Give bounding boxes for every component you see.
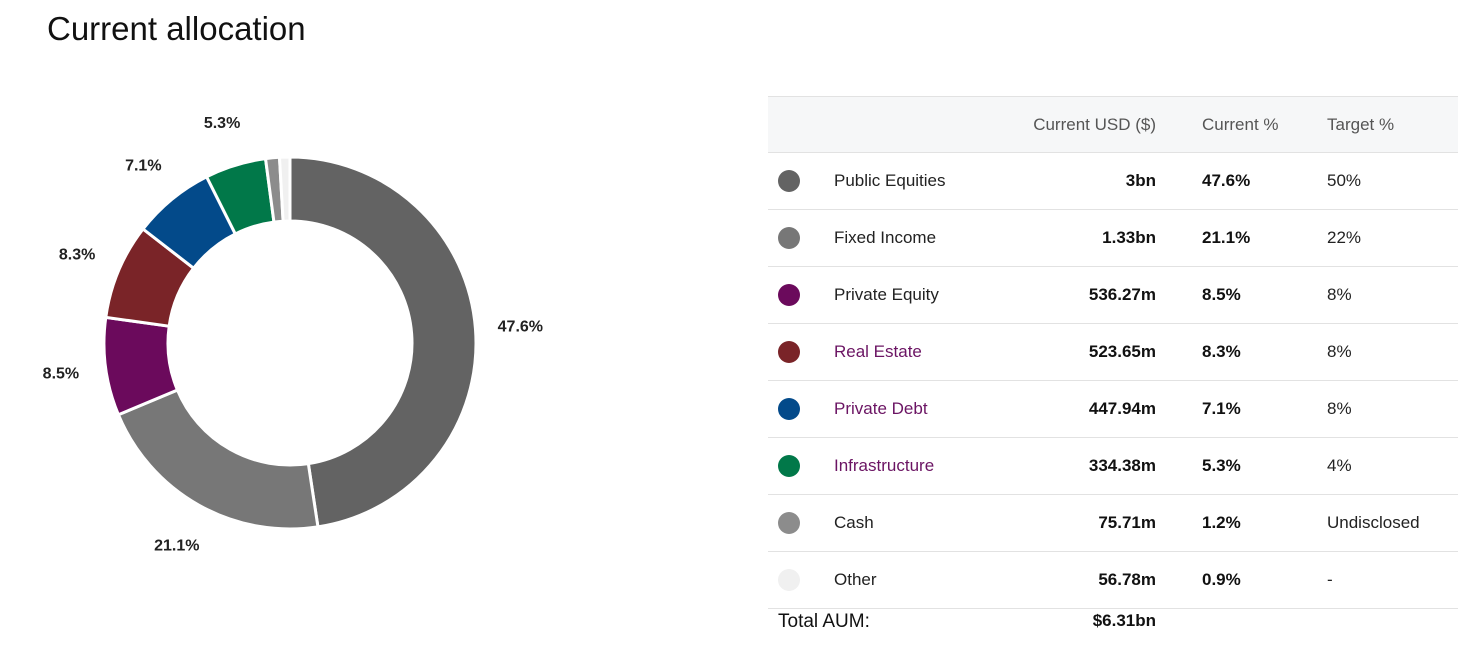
- donut-slice: [277, 155, 292, 223]
- current-pct-cell: 5.3%: [1156, 437, 1327, 495]
- target-pct-cell: 50%: [1327, 152, 1458, 210]
- table-row: Cash 75.71m 1.2% Undisclosed: [768, 494, 1458, 552]
- legend-dot-icon: [778, 569, 800, 591]
- page-title: Current allocation: [47, 10, 306, 47]
- total-aum-label: Total AUM:: [778, 611, 870, 632]
- asset-class-name: Public Equities: [834, 171, 946, 190]
- current-pct-cell: 7.1%: [1156, 380, 1327, 438]
- legend-dot-icon: [778, 227, 800, 249]
- current-pct-cell: 8.3%: [1156, 323, 1327, 381]
- target-pct-cell: Undisclosed: [1327, 494, 1458, 552]
- target-pct-cell: 4%: [1327, 437, 1458, 495]
- asset-class-name: Fixed Income: [834, 228, 937, 247]
- current-pct-cell: 8.5%: [1156, 266, 1327, 324]
- table-row: Real Estate 523.65m 8.3% 8%: [768, 323, 1458, 381]
- target-pct-cell: 8%: [1327, 380, 1458, 438]
- table-row: Private Debt 447.94m 7.1% 8%: [768, 380, 1458, 438]
- table-header-row: Current USD ($) Current % Target %: [768, 96, 1458, 153]
- current-pct-cell: 47.6%: [1156, 152, 1327, 210]
- target-pct-cell: 22%: [1327, 209, 1458, 267]
- legend-dot-icon: [778, 398, 800, 420]
- current-usd-cell: 56.78m: [1014, 551, 1156, 609]
- asset-class-name[interactable]: Real Estate: [834, 342, 922, 361]
- current-pct-cell: 1.2%: [1156, 494, 1327, 552]
- total-row: Total AUM: $6.31bn: [768, 609, 1458, 642]
- total-aum-value: $6.31bn: [1092, 611, 1156, 630]
- target-pct-cell: -: [1327, 551, 1458, 609]
- asset-class-name: Private Equity: [834, 285, 939, 304]
- target-pct-cell: 8%: [1327, 266, 1458, 324]
- target-pct-cell: 8%: [1327, 323, 1458, 381]
- slice-label: 8.5%: [43, 366, 79, 383]
- asset-class-name[interactable]: Infrastructure: [834, 456, 935, 475]
- table-row: Other 56.78m 0.9% -: [768, 551, 1458, 609]
- legend-dot-icon: [778, 455, 800, 477]
- legend-dot-icon: [778, 170, 800, 192]
- current-pct-cell: 0.9%: [1156, 551, 1327, 609]
- slice-label: 8.3%: [59, 246, 95, 263]
- header-target-pct: Target %: [1327, 96, 1458, 153]
- header-current-usd: Current USD ($): [1014, 96, 1156, 153]
- current-pct-cell: 21.1%: [1156, 209, 1327, 267]
- table-row: Private Equity 536.27m 8.5% 8%: [768, 266, 1458, 324]
- asset-class-name[interactable]: Private Debt: [834, 399, 928, 418]
- header-current-pct: Current %: [1156, 96, 1327, 153]
- asset-class-name: Cash: [834, 513, 874, 532]
- slice-label: 21.1%: [154, 537, 199, 554]
- legend-dot-icon: [778, 512, 800, 534]
- legend-dot-icon: [778, 341, 800, 363]
- table-row: Fixed Income 1.33bn 21.1% 22%: [768, 209, 1458, 267]
- table-row: Infrastructure 334.38m 5.3% 4%: [768, 437, 1458, 495]
- donut-slice: [288, 155, 478, 529]
- table-row: Public Equities 3bn 47.6% 50%: [768, 152, 1458, 210]
- current-usd-cell: 523.65m: [1014, 323, 1156, 381]
- allocation-donut-chart: 47.6% 21.1% 8.5% 8.3% 7.1% 5.3%: [43, 115, 543, 554]
- slice-label: 5.3%: [204, 115, 240, 132]
- current-usd-cell: 75.71m: [1014, 494, 1156, 552]
- slice-label: 7.1%: [125, 158, 161, 175]
- allocation-table: Current USD ($) Current % Target % Publi…: [768, 96, 1458, 641]
- legend-dot-icon: [778, 284, 800, 306]
- current-usd-cell: 1.33bn: [1014, 209, 1156, 267]
- donut-slice: [116, 388, 320, 531]
- current-usd-cell: 3bn: [1014, 152, 1156, 210]
- current-usd-cell: 447.94m: [1014, 380, 1156, 438]
- current-usd-cell: 334.38m: [1014, 437, 1156, 495]
- slice-label: 47.6%: [498, 319, 543, 336]
- asset-class-name: Other: [834, 570, 877, 589]
- current-usd-cell: 536.27m: [1014, 266, 1156, 324]
